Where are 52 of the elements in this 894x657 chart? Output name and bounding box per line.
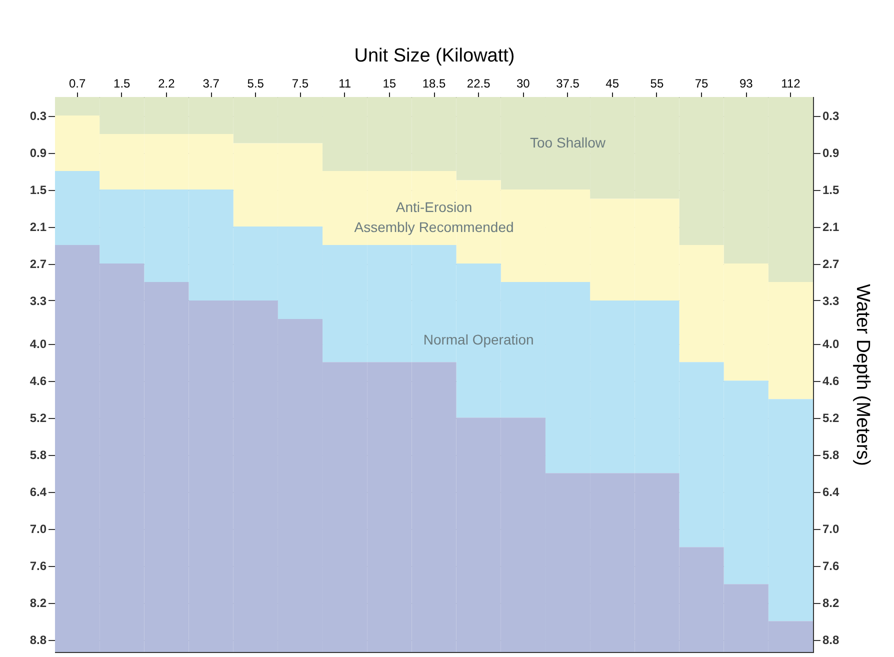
x-tick-label: 37.5 — [556, 76, 580, 90]
y2-tick-label: 8.8 — [822, 633, 840, 648]
x-tick-label: 11 — [338, 76, 352, 90]
y2-tick-label: 6.4 — [822, 485, 840, 500]
y-tick-label: 3.3 — [30, 294, 47, 308]
x-tick-label: 5.5 — [247, 76, 264, 90]
y2-tick-label: 5.2 — [822, 411, 840, 426]
y-tick-label: 5.8 — [30, 448, 47, 462]
x-tick-label: 18.5 — [422, 76, 446, 90]
y-tick-label: 1.5 — [30, 183, 47, 197]
y-tick-label: 7.6 — [30, 559, 47, 574]
y2-tick-label: 4.6 — [822, 374, 840, 388]
y-tick-label: 5.2 — [30, 411, 47, 426]
y-tick-label: 4.0 — [30, 337, 47, 352]
y2-tick-label: 5.8 — [822, 448, 840, 462]
y2-tick-label: 2.7 — [822, 257, 840, 271]
x-tick-label: 15 — [382, 76, 396, 90]
y2-axis-title: Water Depth (Meters) — [852, 284, 874, 466]
series-label: Too Shallow — [530, 134, 606, 150]
y-tick-label: 8.2 — [30, 596, 47, 610]
y-tick-label: 4.6 — [30, 374, 47, 388]
y-tick-label: 0.9 — [30, 146, 47, 160]
y2-tick-label: 1.5 — [822, 183, 840, 197]
x-tick-label: 112 — [781, 76, 801, 90]
y-tick-label: 0.3 — [30, 109, 47, 123]
x-axis-title: Unit Size (Kilowatt) — [354, 46, 515, 66]
series-label: Normal Operation — [423, 332, 534, 348]
y2-tick-label: 0.3 — [822, 109, 840, 123]
x-tick-label: 75 — [694, 76, 709, 90]
y-tick-label: 2.7 — [30, 257, 47, 271]
x-tick-label: 3.7 — [202, 76, 220, 90]
y-tick-label: 8.8 — [30, 633, 47, 648]
y2-tick-label: 0.9 — [822, 146, 840, 160]
x-tick-label: 2.2 — [158, 76, 176, 90]
y2-tick-label: 7.0 — [822, 522, 840, 536]
series-label: Anti-Erosion Assembly Recommended — [354, 199, 514, 235]
y-tick-label: 6.4 — [30, 485, 47, 500]
y-tick-label: 7.0 — [30, 522, 47, 536]
x-tick-label: 1.5 — [114, 76, 131, 90]
y2-tick-label: 4.0 — [822, 337, 840, 352]
x-tick-label: 93 — [739, 76, 754, 90]
x-tick-label: 22.5 — [466, 76, 491, 90]
y2-tick-label: 8.2 — [822, 596, 840, 610]
x-tick-label: 30 — [516, 76, 530, 90]
y-tick-label: 2.1 — [30, 220, 47, 234]
y2-tick-label: 3.3 — [822, 294, 840, 308]
x-tick-label: 45 — [606, 76, 620, 90]
y2-tick-label: 7.6 — [822, 559, 840, 574]
x-tick-label: 55 — [650, 76, 664, 90]
y2-tick-label: 2.1 — [822, 220, 840, 234]
x-tick-label: 0.7 — [68, 76, 86, 90]
x-tick-label: 7.5 — [292, 76, 309, 90]
